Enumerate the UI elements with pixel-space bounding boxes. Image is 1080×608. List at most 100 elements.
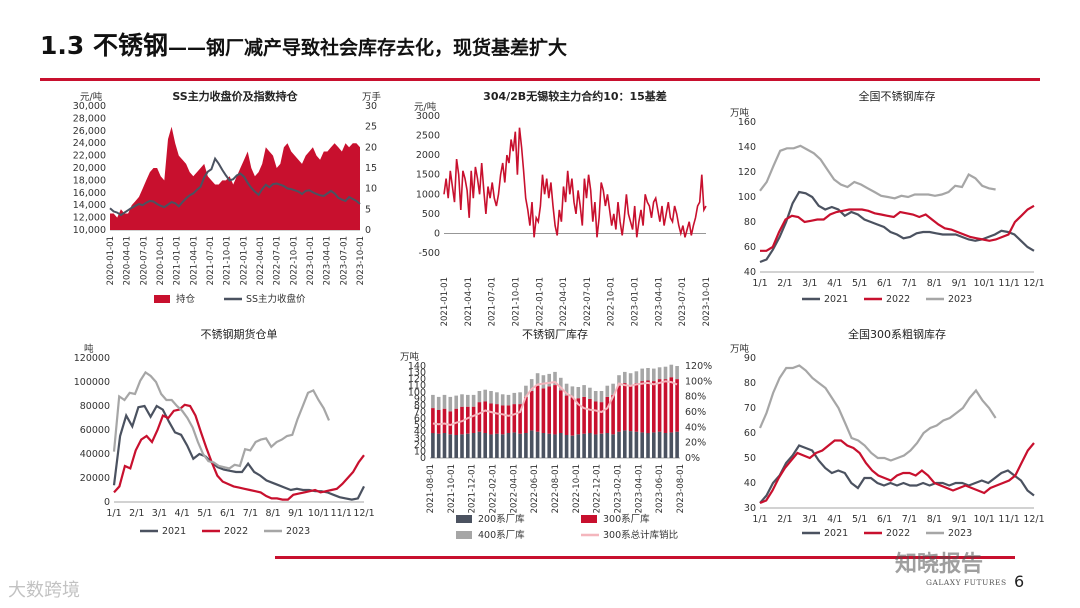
series-line-2022 <box>760 204 1035 252</box>
bar-300 <box>669 377 674 433</box>
y-tick-label-right: 30 <box>365 101 377 112</box>
x-tick-label: 2/1 <box>129 508 144 519</box>
y-tick-label: 18,000 <box>73 175 106 186</box>
series-line-2021 <box>759 190 1035 264</box>
x-tick-label: 3/1 <box>802 278 817 289</box>
y-tick-label-right: 80% <box>685 392 706 403</box>
y-tick-label: 14,000 <box>73 200 106 211</box>
chart-title: 全国300系粗钢库存 <box>848 327 946 341</box>
bar-300 <box>471 406 476 433</box>
bar-200 <box>559 433 563 458</box>
y-tick-label: 40 <box>414 427 426 438</box>
galaxy-futures-logo: GALAXY FUTURES <box>926 578 1007 587</box>
y-tick-label: 40000 <box>80 449 110 460</box>
bar-200 <box>605 433 610 458</box>
x-tick-label: 5/1 <box>197 508 212 519</box>
bar-300 <box>593 401 598 435</box>
bar-300 <box>611 394 615 435</box>
legend-label: 2021 <box>824 528 848 539</box>
x-tick-label: 2023-08-01 <box>676 464 686 513</box>
x-tick-label: 9/1 <box>952 278 967 289</box>
y-unit-left: 万吨 <box>730 343 750 355</box>
x-tick-label: 2021-08-01 <box>426 464 436 513</box>
y-unit-left: 万吨 <box>730 107 750 119</box>
series-line-ss-price <box>109 156 361 217</box>
y-tick-label: 30,000 <box>73 101 106 112</box>
bar-200 <box>663 433 668 458</box>
y-tick-label-right: 5 <box>365 204 371 215</box>
chart-title: 全国不锈钢库存 <box>859 89 936 103</box>
bar-400 <box>518 392 522 405</box>
legend-swatch <box>581 515 597 523</box>
bar-400 <box>500 394 505 406</box>
bar-300 <box>634 383 639 432</box>
bar-400 <box>431 394 435 408</box>
legend-label: 400系厂库 <box>478 529 525 541</box>
x-tick-label: 6/1 <box>220 508 235 519</box>
bar-200 <box>471 433 476 458</box>
bar-200 <box>454 435 458 458</box>
x-tick-label: 11/1 <box>998 278 1019 289</box>
x-tick-label: 2023-04-01 <box>654 277 664 326</box>
legend-label: 持仓 <box>176 293 196 305</box>
bar-300 <box>524 396 528 433</box>
x-tick-label: 2022-10-01 <box>289 236 299 285</box>
bar-400 <box>454 395 458 409</box>
x-tick-label: 2022-12-01 <box>593 464 603 513</box>
x-tick-label: 7/1 <box>902 278 917 289</box>
y-tick-label: 30 <box>744 503 756 514</box>
x-tick-label: 2022-02-01 <box>489 464 499 513</box>
y-tick-label-right: 40% <box>685 422 706 433</box>
x-tick-label: 2021-01-01 <box>173 236 183 285</box>
y-tick-label-right: 15 <box>365 163 377 174</box>
legend-label: 2023 <box>948 528 972 539</box>
chart-300-crude-inventory: 全国300系粗钢库存 万吨 30 40 50 60 70 80 90 1/1 2/1 3/1 4/1 5/… <box>724 326 1064 556</box>
series-line-2023 <box>759 144 996 200</box>
y-tick-label: 80 <box>414 400 426 411</box>
bar-200 <box>646 433 650 458</box>
x-tick-label: 2023-01-01 <box>631 277 641 326</box>
bar-200 <box>448 434 453 458</box>
bar-300 <box>489 403 493 435</box>
y-tick-label: 12,000 <box>73 213 106 224</box>
bar-400 <box>495 392 499 405</box>
bar-400 <box>657 367 662 380</box>
x-tick-label: 4/1 <box>827 278 842 289</box>
x-tick-label: 12/1 <box>353 508 374 519</box>
bar-400 <box>442 394 447 409</box>
bar-200 <box>431 433 435 458</box>
bar-400 <box>675 366 679 380</box>
bar-300 <box>570 397 575 436</box>
bar-300 <box>483 401 487 433</box>
y-tick-label-right: 25 <box>365 122 377 133</box>
bar-400 <box>623 371 627 384</box>
x-tick-label: 2023-06-01 <box>655 464 665 513</box>
y-tick-label-right: 10 <box>365 184 377 195</box>
bar-300 <box>535 385 540 432</box>
y-tick-label: 2500 <box>416 131 440 142</box>
series-line-2023 <box>758 364 997 462</box>
bar-300 <box>605 396 610 433</box>
y-tick-label: 110 <box>408 381 426 392</box>
bar-200 <box>669 432 674 458</box>
chart-title: 不锈钢厂库存 <box>522 327 588 341</box>
bar-300 <box>506 405 511 433</box>
y-tick-label: 0 <box>104 497 110 508</box>
bar-300 <box>559 390 563 433</box>
chart-basis: 304/2B无锡较主力合约10：15基差 元/吨 -500 0 500 1000 1500 2… <box>400 88 740 326</box>
bar-300 <box>652 381 656 433</box>
bar-300 <box>640 381 644 433</box>
legend-swatch <box>456 515 472 523</box>
bar-300 <box>588 398 592 434</box>
bar-400 <box>541 375 546 389</box>
x-tick-label: 2022-04-01 <box>559 277 569 326</box>
y-tick-label-right: 60% <box>685 407 706 418</box>
chart-mill-inventory: 不锈钢厂库存 万吨 0 10 20 30 40 50 60 70 80 90 100 110 120 130 1… <box>400 326 740 556</box>
y-tick-label: 3000 <box>416 111 440 122</box>
x-tick-label: 9/1 <box>952 514 967 525</box>
bar-400 <box>570 386 575 398</box>
bar-200 <box>524 433 528 458</box>
bar-200 <box>518 433 522 458</box>
bar-200 <box>611 434 615 458</box>
y-tick-label: 140 <box>738 142 756 153</box>
